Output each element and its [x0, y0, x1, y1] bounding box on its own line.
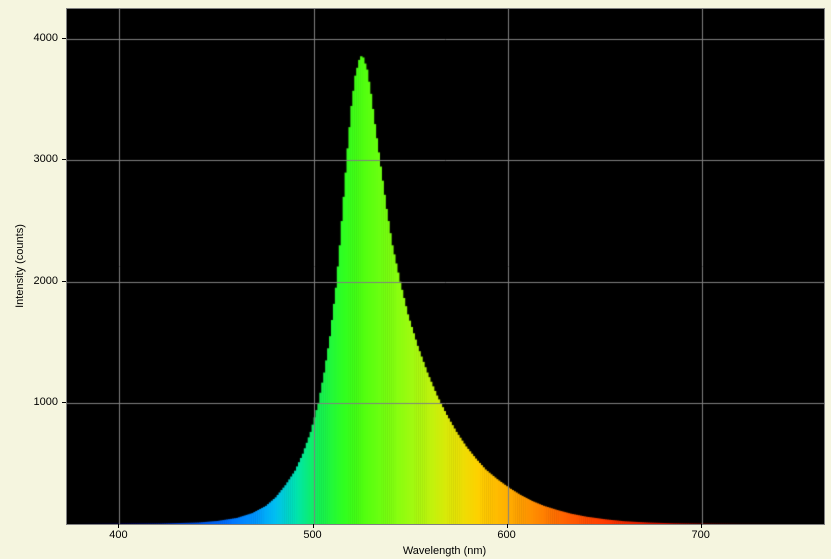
y-tick-label: 2000	[34, 275, 58, 287]
y-tick-label: 4000	[34, 32, 58, 44]
y-axis-label: Intensity (counts)	[14, 224, 26, 308]
x-tick-label: 500	[303, 529, 321, 541]
spectrum-chart-frame: { "chart": { "type": "area-spectrum", "b…	[0, 0, 831, 559]
plot-area	[66, 8, 825, 525]
y-tick-label: 3000	[34, 153, 58, 165]
x-tick-label: 700	[692, 529, 710, 541]
x-axis-label: Wavelength (nm)	[403, 545, 486, 557]
y-tick-label: 1000	[34, 396, 58, 408]
spectrum-canvas	[67, 9, 824, 524]
x-tick-label: 600	[497, 529, 515, 541]
x-tick-label: 400	[109, 529, 127, 541]
